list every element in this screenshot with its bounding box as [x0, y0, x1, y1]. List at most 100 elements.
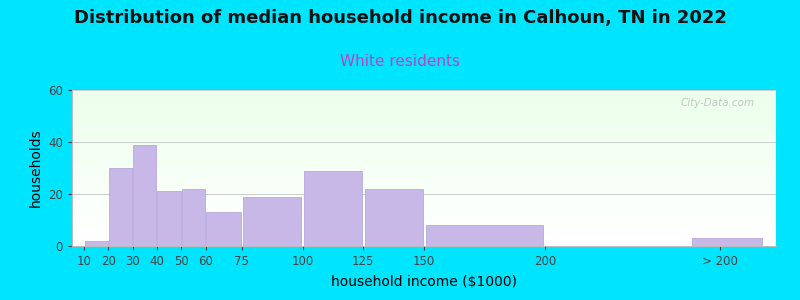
Bar — [693, 238, 762, 246]
Bar — [72, 138, 776, 140]
Y-axis label: households: households — [29, 129, 42, 207]
Bar — [72, 223, 776, 224]
Bar — [72, 129, 776, 130]
Bar — [72, 148, 776, 149]
Bar — [72, 187, 776, 188]
Bar — [72, 241, 776, 243]
Bar — [72, 210, 776, 212]
Bar — [72, 95, 776, 96]
Bar — [72, 196, 776, 198]
Bar — [85, 241, 108, 246]
Bar — [72, 233, 776, 235]
Bar — [72, 182, 776, 184]
X-axis label: household income ($1000): household income ($1000) — [331, 275, 517, 289]
Bar — [72, 173, 776, 174]
Bar — [72, 145, 776, 146]
Bar — [72, 224, 776, 226]
Bar — [109, 168, 132, 246]
Bar — [72, 109, 776, 110]
Bar — [72, 206, 776, 207]
Text: Distribution of median household income in Calhoun, TN in 2022: Distribution of median household income … — [74, 9, 726, 27]
Bar — [182, 189, 205, 246]
Bar — [72, 171, 776, 173]
Bar — [72, 103, 776, 104]
Bar — [72, 162, 776, 163]
Bar — [72, 121, 776, 123]
Bar — [72, 168, 776, 170]
Bar — [72, 113, 776, 115]
Bar — [72, 220, 776, 221]
Bar — [72, 184, 776, 185]
Bar — [72, 106, 776, 107]
Bar — [72, 244, 776, 246]
Bar — [72, 151, 776, 152]
Bar — [72, 112, 776, 113]
Bar — [72, 90, 776, 92]
Bar — [133, 145, 157, 246]
Bar — [72, 229, 776, 230]
Bar — [72, 137, 776, 138]
Bar — [72, 179, 776, 181]
Bar — [72, 118, 776, 120]
Bar — [72, 226, 776, 227]
Bar — [72, 237, 776, 238]
Bar — [72, 149, 776, 151]
Bar — [72, 227, 776, 229]
Bar — [72, 232, 776, 233]
Bar — [426, 225, 543, 246]
Bar — [72, 167, 776, 168]
Bar — [72, 177, 776, 179]
Bar — [72, 221, 776, 223]
Bar — [72, 190, 776, 191]
Bar — [72, 120, 776, 121]
Bar — [72, 165, 776, 166]
Bar — [243, 196, 302, 246]
Bar — [72, 163, 776, 165]
Bar — [72, 99, 776, 101]
Bar — [72, 194, 776, 196]
Bar — [72, 92, 776, 93]
Bar — [72, 96, 776, 98]
Bar — [72, 202, 776, 204]
Bar — [72, 93, 776, 95]
Bar — [72, 169, 776, 171]
Bar — [72, 115, 776, 116]
Bar — [72, 128, 776, 129]
Bar — [72, 140, 776, 142]
Bar — [72, 159, 776, 160]
Bar — [72, 155, 776, 157]
Bar — [72, 107, 776, 109]
Bar — [72, 191, 776, 193]
Bar — [72, 135, 776, 137]
Bar — [72, 218, 776, 220]
Bar — [72, 110, 776, 112]
Bar — [365, 189, 422, 246]
Bar — [72, 116, 776, 118]
Bar — [72, 240, 776, 241]
Bar — [72, 235, 776, 237]
Bar — [72, 130, 776, 132]
Bar — [72, 198, 776, 199]
Bar — [304, 171, 362, 246]
Bar — [72, 143, 776, 145]
Bar — [72, 199, 776, 201]
Bar — [72, 204, 776, 206]
Bar — [206, 212, 242, 246]
Bar — [72, 213, 776, 215]
Bar — [72, 98, 776, 99]
Bar — [72, 126, 776, 128]
Bar — [72, 238, 776, 240]
Bar — [72, 174, 776, 176]
Bar — [72, 243, 776, 244]
Bar — [72, 132, 776, 134]
Bar — [72, 216, 776, 218]
Bar — [158, 191, 181, 246]
Bar — [72, 101, 776, 103]
Bar — [72, 154, 776, 155]
Bar — [72, 212, 776, 213]
Bar — [72, 207, 776, 208]
Bar — [72, 104, 776, 106]
Bar — [72, 152, 776, 154]
Bar — [72, 215, 776, 216]
Bar — [72, 123, 776, 124]
